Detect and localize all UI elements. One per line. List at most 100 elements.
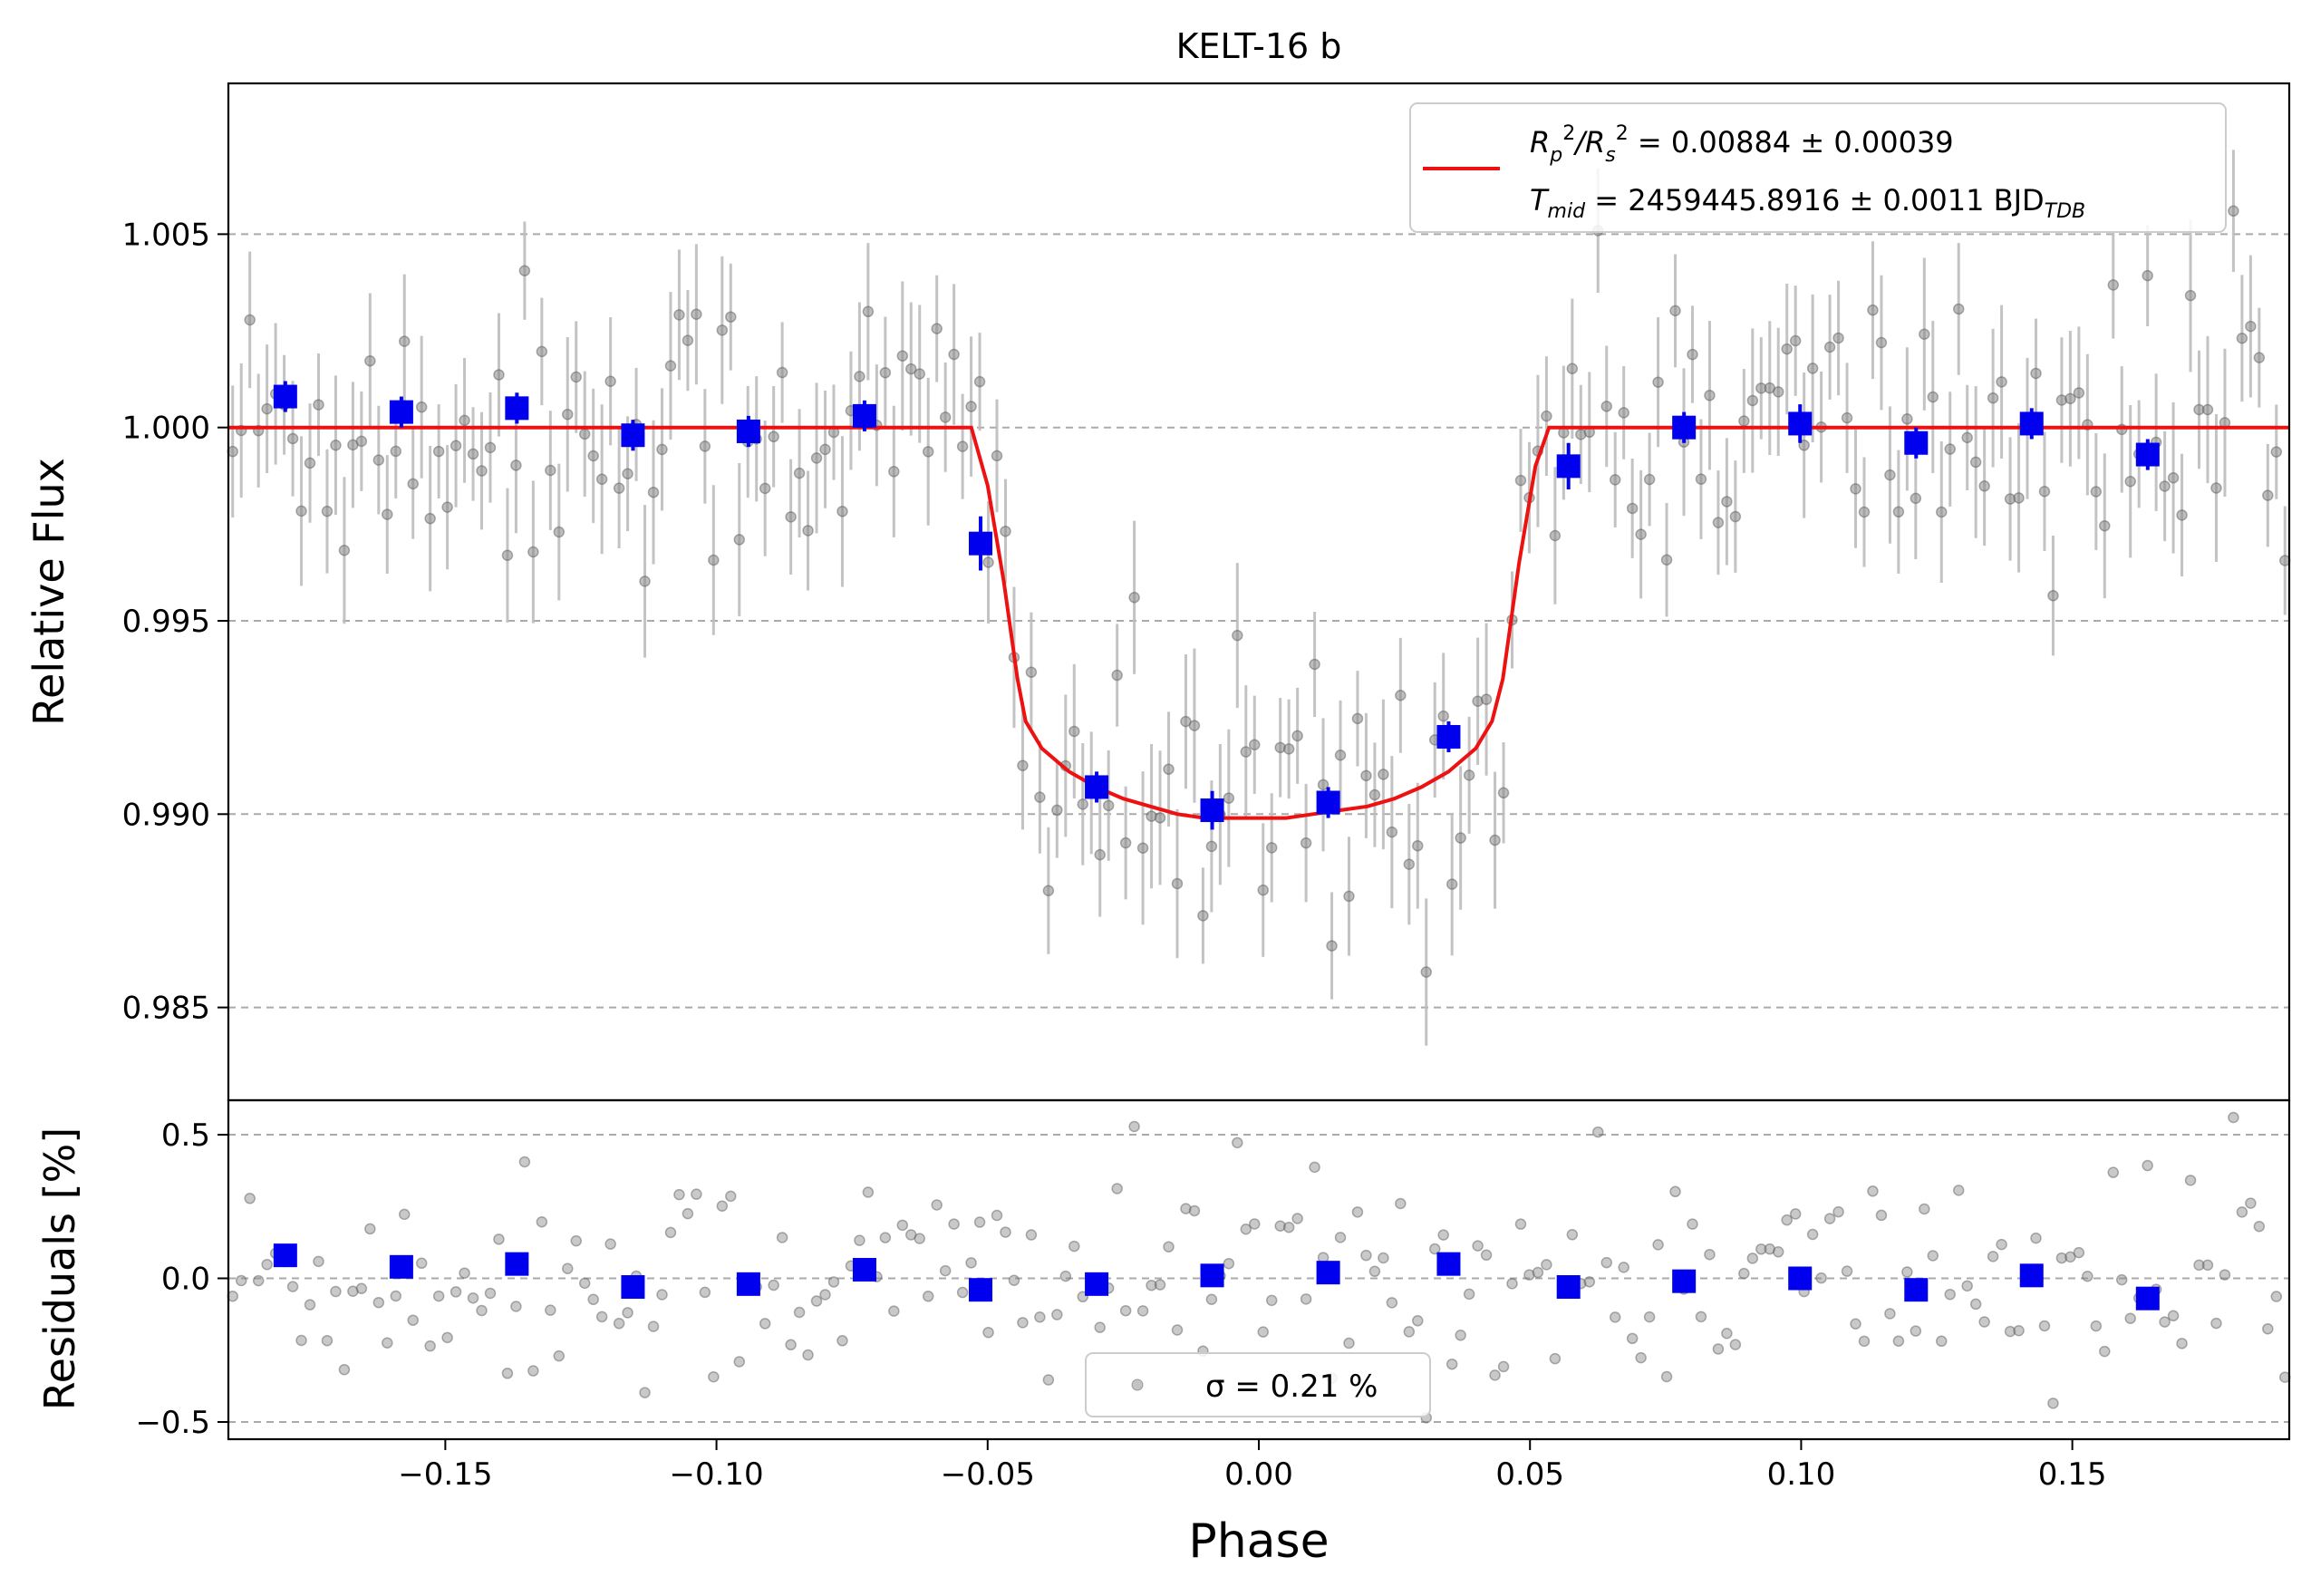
flux-raw-point [578, 428, 591, 440]
residual-raw-point [879, 1232, 892, 1243]
flux-raw-point [2013, 492, 2025, 504]
residual-raw-point [733, 1356, 746, 1368]
flux-raw-point [1987, 392, 1999, 404]
flux-raw-point [682, 334, 694, 346]
flux-raw-point [501, 549, 514, 562]
residual-raw-point [1781, 1214, 1793, 1226]
flux-raw-point [2236, 332, 2248, 344]
flux-raw-point [1386, 826, 1398, 838]
residual-raw-point [313, 1255, 324, 1268]
residual-raw-point [545, 1304, 556, 1316]
residual-raw-point [1463, 1288, 1475, 1301]
flux-binned-point [852, 403, 876, 428]
residual-raw-point [1094, 1321, 1106, 1333]
flux-raw-point [1643, 473, 1656, 486]
residual-legend-box [1085, 1352, 1431, 1417]
residual-raw-point [931, 1199, 943, 1211]
flux-binned-point [1316, 790, 1340, 815]
flux-raw-point [587, 450, 599, 462]
residual-raw-point [1334, 1232, 1347, 1243]
residual-raw-point [1566, 1229, 1579, 1241]
residual-raw-point [2107, 1166, 2120, 1178]
residual-raw-point [527, 1365, 539, 1377]
residual-raw-point [1687, 1218, 1698, 1230]
flux-raw-point [785, 511, 797, 523]
flux-raw-point [759, 482, 771, 495]
flux-raw-point [467, 448, 479, 460]
flux-raw-point [261, 402, 273, 415]
flux-raw-point [2210, 482, 2222, 494]
flux-raw-point [1729, 510, 1742, 523]
flux-raw-point [1326, 940, 1338, 952]
residual-raw-point [1729, 1339, 1742, 1350]
residual-raw-point [1746, 1253, 1759, 1264]
residual-raw-point [1455, 1330, 1466, 1341]
residual-raw-point [819, 1289, 831, 1301]
residual-raw-point [355, 1282, 368, 1295]
flux-raw-point [1600, 401, 1612, 412]
flux-raw-point [896, 350, 909, 362]
flux-raw-point [441, 501, 453, 513]
residual-raw-point [1257, 1326, 1269, 1338]
residual-raw-point [2082, 1271, 2093, 1282]
residual-raw-point [793, 1306, 806, 1319]
residual-binned-point [1556, 1275, 1581, 1300]
flux-raw-point [1257, 884, 1269, 896]
flux-raw-point [1961, 431, 1973, 444]
flux-raw-point [931, 323, 943, 334]
residual-raw-point [2219, 1269, 2231, 1281]
residual-raw-point [364, 1223, 376, 1235]
residual-raw-point [441, 1331, 453, 1344]
flux-raw-point [1609, 474, 1621, 486]
residual-raw-point [1008, 1274, 1020, 1286]
residual-raw-point [1111, 1183, 1123, 1195]
flux-raw-point [330, 439, 342, 451]
residual-raw-point [1497, 1360, 1510, 1373]
residual-x-ticks: −0.15 −0.10 −0.05 0.00 0.05 0.10 0.15 [398, 1439, 2106, 1493]
flux-raw-point [1291, 730, 1303, 742]
residual-raw-point [510, 1301, 522, 1312]
flux-raw-point [1017, 759, 1029, 771]
flux-y-ticks: 0.985 0.990 0.995 1.000 1.005 [122, 217, 228, 1027]
residual-raw-point [922, 1291, 934, 1302]
flux-raw-point [1309, 658, 1320, 671]
flux-binned-point [2019, 411, 2044, 436]
residual-raw-point [252, 1274, 265, 1287]
residual-raw-point [304, 1299, 316, 1311]
flux-raw-point [768, 430, 779, 443]
flux-legend-box [1409, 102, 2227, 233]
residual-raw-point [1936, 1335, 1948, 1348]
residual-raw-point [1265, 1294, 1278, 1307]
flux-binned-point [2135, 442, 2160, 467]
flux-raw-point [708, 554, 720, 566]
residual-y-axis-label: Residuals [%] [35, 1127, 84, 1410]
residual-raw-point [467, 1291, 479, 1304]
flux-raw-point [553, 526, 566, 538]
flux-raw-point [1721, 496, 1733, 508]
flux-raw-point [1463, 769, 1475, 781]
legend-depth-text: Rp2/Rs2 = 0.00884 ± 0.00039 [1530, 122, 1954, 167]
flux-raw-point [432, 445, 445, 458]
residual-binned-point [1788, 1266, 1813, 1291]
flux-raw-point [1412, 839, 1424, 852]
flux-raw-point [1806, 363, 1819, 374]
flux-raw-point [1455, 832, 1466, 844]
flux-raw-point [1892, 506, 1905, 518]
flux-raw-point [819, 443, 831, 456]
flux-legend: Rp2/Rs2 = 0.00884 ± 0.00039 Tmid = 24594… [1409, 102, 2227, 233]
x-tick-label: −0.05 [941, 1456, 1035, 1493]
residual-raw-point [1128, 1120, 1140, 1133]
residual-raw-point [1626, 1332, 1639, 1345]
residual-raw-point [2030, 1232, 2042, 1244]
flux-raw-point [664, 360, 677, 372]
residual-raw-point [1446, 1358, 1458, 1370]
residual-raw-point [1386, 1297, 1398, 1309]
residual-raw-point [1892, 1335, 1905, 1347]
residual-raw-point [562, 1262, 574, 1275]
residual-raw-point [1480, 1249, 1493, 1262]
residual-binned-points [273, 1243, 2160, 1311]
flux-raw-point [725, 311, 737, 323]
residual-raw-point [1609, 1311, 1621, 1323]
residual-raw-point [691, 1188, 702, 1200]
